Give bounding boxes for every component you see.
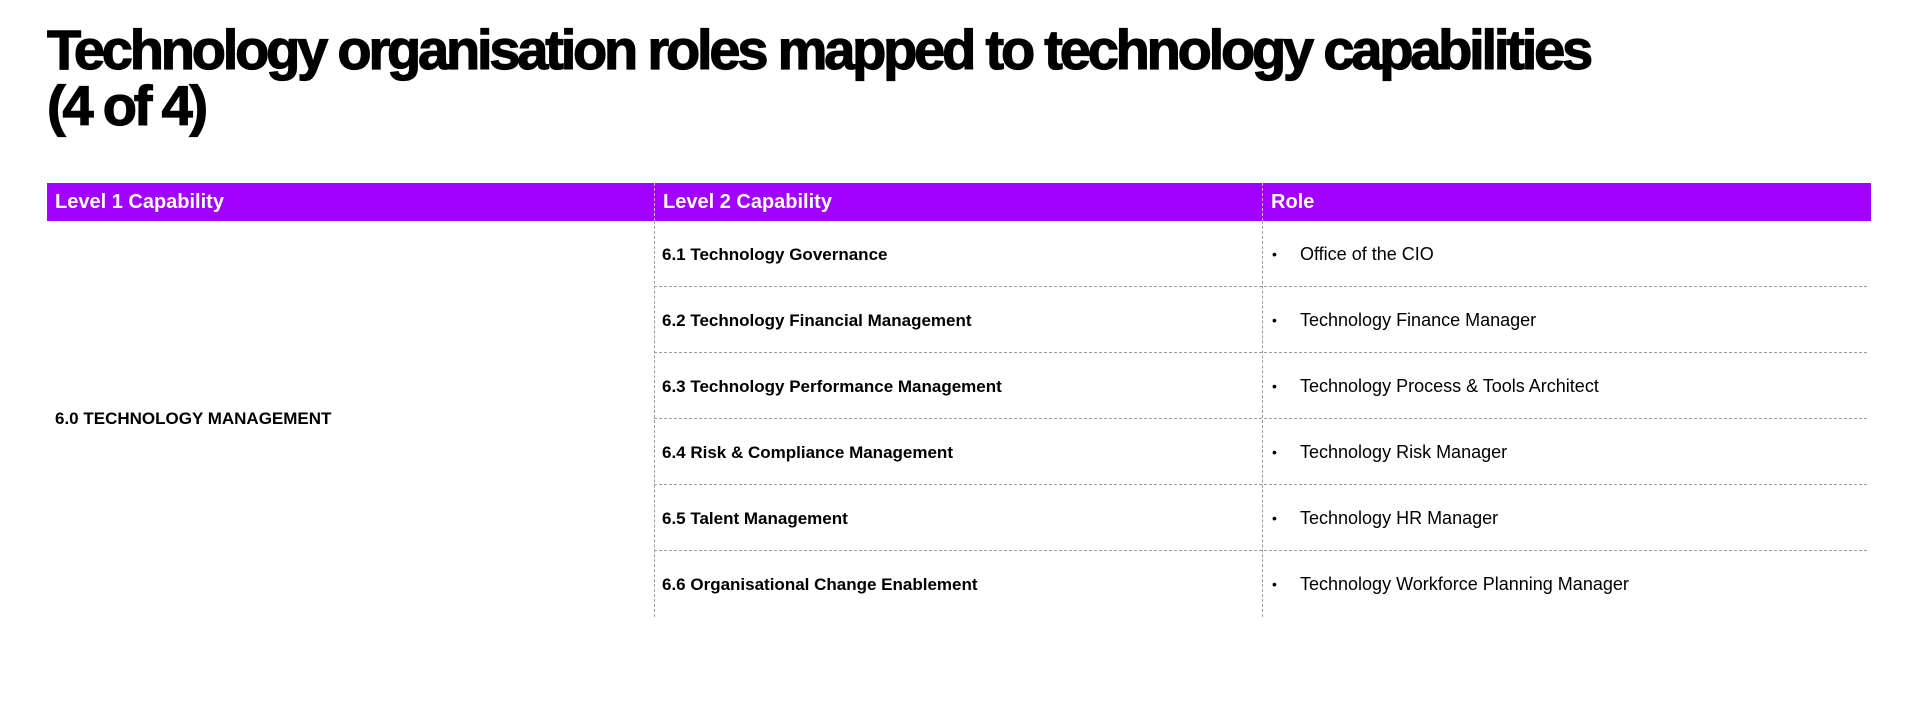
role-cell: • Technology HR Manager bbox=[1270, 485, 1860, 551]
page-title-line-2: (4 of 4) bbox=[46, 74, 208, 137]
capability-role-table: Level 1 Capability Level 2 Capability Ro… bbox=[47, 183, 1871, 617]
level-2-capability-cell: 6.2 Technology Financial Management bbox=[662, 311, 972, 330]
role-cell: • Technology Finance Manager bbox=[1270, 287, 1860, 353]
role-label: Office of the CIO bbox=[1300, 243, 1434, 264]
table-row: 6.5 Talent Management • Technology HR Ma… bbox=[654, 485, 1867, 551]
role-cell: • Office of the CIO bbox=[1270, 221, 1860, 287]
row-divider bbox=[654, 550, 1867, 551]
row-divider bbox=[654, 352, 1867, 353]
level-2-capability-cell: 6.3 Technology Performance Management bbox=[662, 377, 1002, 396]
role-cell: • Technology Process & Tools Architect bbox=[1270, 353, 1860, 419]
level-2-capability-cell: 6.1 Technology Governance bbox=[662, 245, 888, 264]
table-row: 6.3 Technology Performance Management • … bbox=[654, 353, 1867, 419]
row-divider bbox=[654, 286, 1867, 287]
role-label: Technology Risk Manager bbox=[1300, 441, 1508, 462]
header-level-1-capability: Level 1 Capability bbox=[55, 191, 224, 213]
bullet-icon: • bbox=[1272, 510, 1277, 526]
role-label: Technology Workforce Planning Manager bbox=[1300, 573, 1629, 594]
level-2-capability-cell: 6.6 Organisational Change Enablement bbox=[662, 575, 978, 594]
table-row: 6.2 Technology Financial Management • Te… bbox=[654, 287, 1867, 353]
column-divider bbox=[1262, 221, 1263, 617]
level-1-capability-cell: 6.0 TECHNOLOGY MANAGEMENT bbox=[55, 409, 332, 428]
page-title: Technology organisation roles mapped to … bbox=[46, 18, 1807, 137]
level-2-capability-cell: 6.5 Talent Management bbox=[662, 509, 848, 528]
role-cell: • Technology Workforce Planning Manager bbox=[1270, 551, 1860, 617]
level-2-capability-cell: 6.4 Risk & Compliance Management bbox=[662, 443, 953, 462]
role-label: Technology Process & Tools Architect bbox=[1300, 375, 1599, 396]
bullet-icon: • bbox=[1272, 246, 1277, 262]
column-divider bbox=[654, 221, 655, 617]
header-role: Role bbox=[1262, 183, 1871, 221]
table-body: 6.0 TECHNOLOGY MANAGEMENT 6.1 Technology… bbox=[47, 221, 1871, 617]
header-level-2-capability: Level 2 Capability bbox=[654, 183, 1262, 221]
bullet-icon: • bbox=[1272, 378, 1277, 394]
role-cell: • Technology Risk Manager bbox=[1270, 419, 1860, 485]
table-row: 6.6 Organisational Change Enablement • T… bbox=[654, 551, 1867, 617]
row-divider bbox=[654, 418, 1867, 419]
role-label: Technology HR Manager bbox=[1300, 507, 1499, 528]
role-label: Technology Finance Manager bbox=[1300, 309, 1537, 330]
bullet-icon: • bbox=[1272, 444, 1277, 460]
row-divider bbox=[654, 484, 1867, 485]
page-title-line-1: Technology organisation roles mapped to … bbox=[46, 18, 1593, 81]
table-row: 6.4 Risk & Compliance Management • Techn… bbox=[654, 419, 1867, 485]
table-row: 6.1 Technology Governance • Office of th… bbox=[654, 221, 1867, 287]
table-header: Level 1 Capability Level 2 Capability Ro… bbox=[47, 183, 1871, 221]
bullet-icon: • bbox=[1272, 312, 1277, 328]
bullet-icon: • bbox=[1272, 576, 1277, 592]
